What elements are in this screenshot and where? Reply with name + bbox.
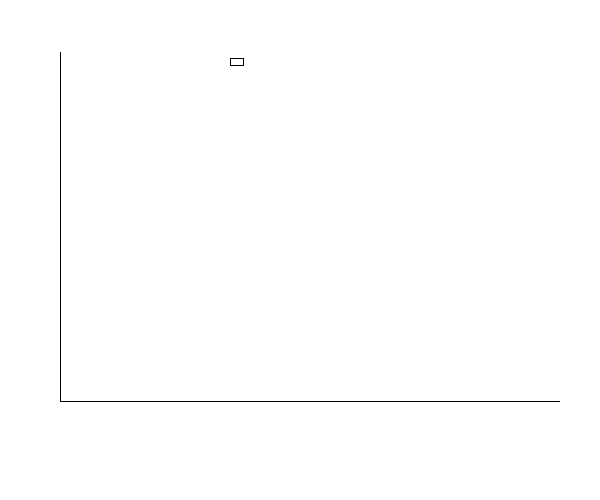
- chart-title-main: [0, 0, 600, 8]
- chart-title-sub: [0, 8, 600, 10]
- plot-region: [60, 52, 560, 402]
- chart-area: [60, 52, 560, 402]
- chart-container: [0, 0, 600, 500]
- annotation-box: [230, 58, 244, 66]
- y-axis-label: [8, 52, 22, 402]
